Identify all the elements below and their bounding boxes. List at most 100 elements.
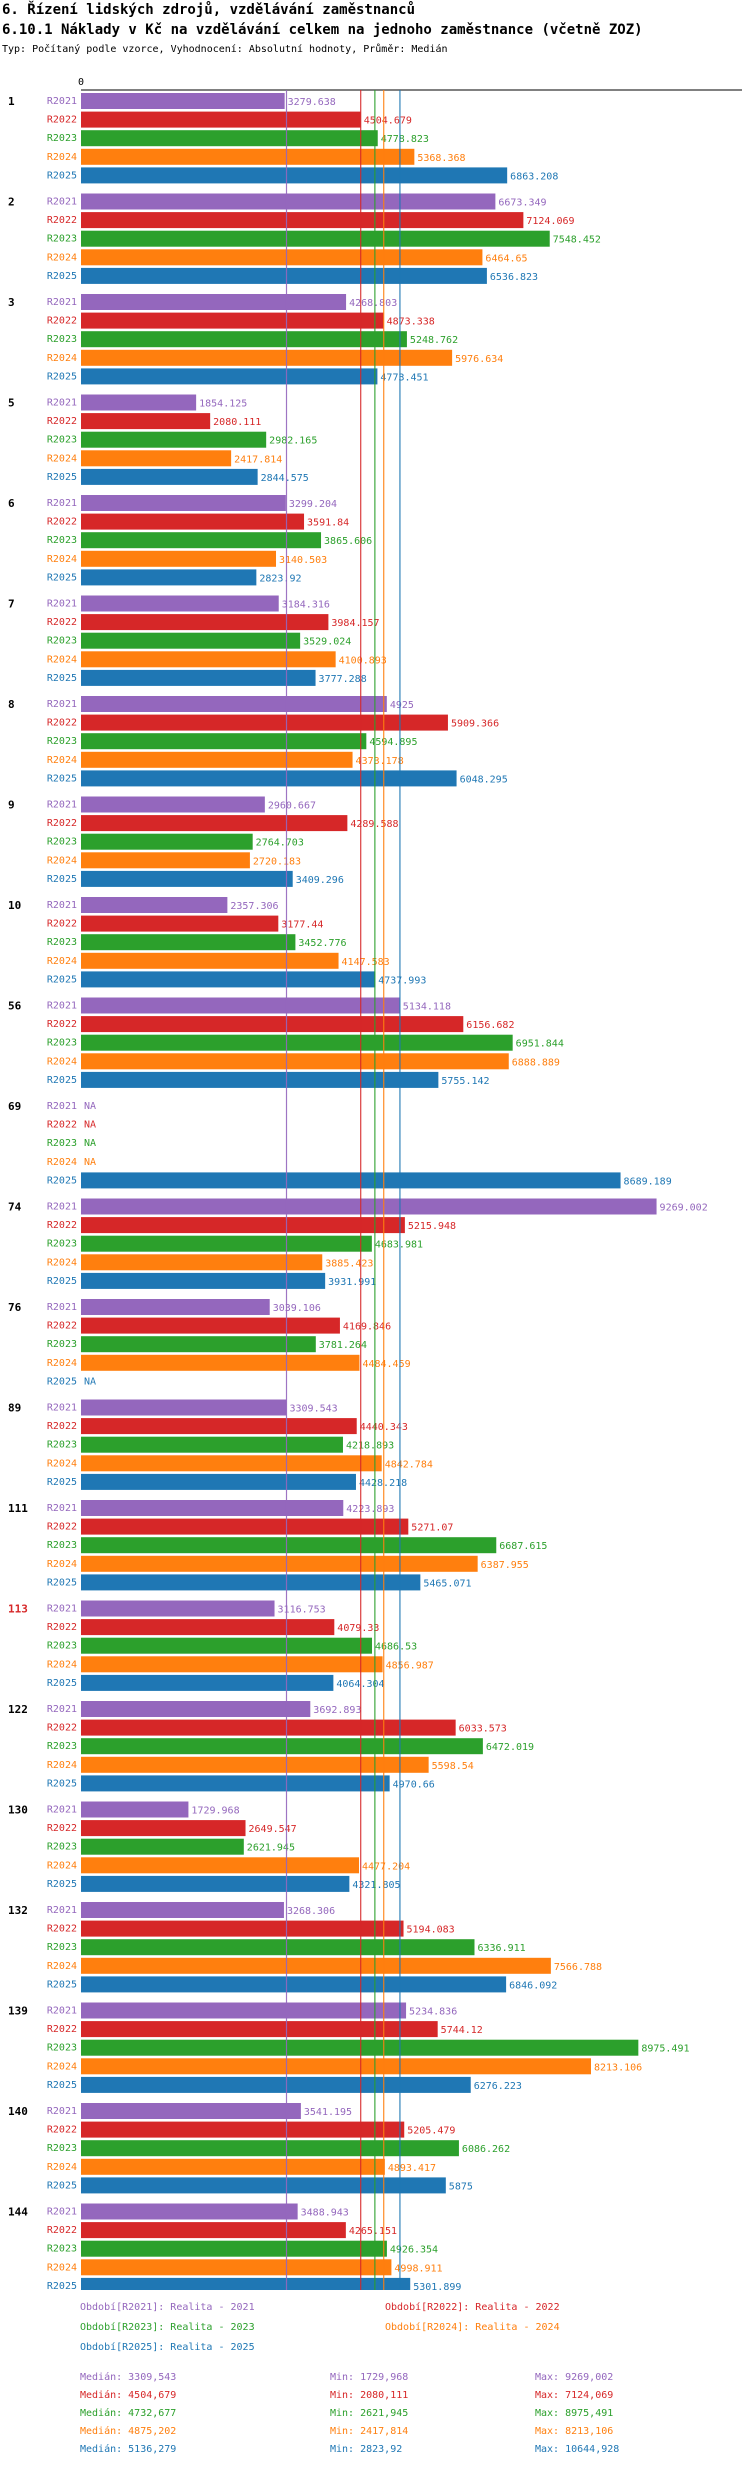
series-label: R2023 — [47, 435, 77, 446]
series-label: R2023 — [47, 133, 77, 144]
data-label: 3777.288 — [319, 674, 367, 685]
data-label: 4147.583 — [342, 957, 390, 968]
bar — [81, 614, 329, 631]
series-label: R2022 — [47, 1120, 77, 1131]
data-label: 5598.54 — [432, 1761, 474, 1772]
data-label: 4218.893 — [346, 1441, 394, 1452]
data-label: 6687.615 — [499, 1541, 547, 1552]
bar — [81, 1354, 360, 1371]
bar — [81, 1637, 373, 1654]
bar — [81, 550, 277, 567]
bar — [81, 2121, 405, 2138]
data-label: 5744.12 — [441, 2025, 483, 2036]
series-label: R2023 — [47, 2244, 77, 2255]
legend-max-r2023: Max: 8975,491 — [535, 2408, 614, 2419]
series-label: R2021 — [47, 1403, 77, 1414]
series-label: R2023 — [47, 837, 77, 848]
bar — [81, 632, 301, 649]
bar — [81, 1473, 356, 1490]
bar — [81, 450, 232, 467]
data-label: 4686.53 — [375, 1642, 417, 1653]
bar — [81, 1674, 334, 1691]
bar — [81, 167, 508, 184]
bar — [81, 2177, 446, 2194]
series-label: R2023 — [47, 535, 77, 546]
data-label: 3692.893 — [313, 1705, 361, 1716]
bar — [81, 796, 265, 813]
group-label: 74 — [8, 1201, 22, 1214]
series-label: R2023 — [47, 937, 77, 948]
data-label: 4079.33 — [337, 1623, 379, 1634]
bar — [81, 1756, 429, 1773]
data-label: 6863.208 — [510, 171, 558, 182]
bar — [81, 294, 347, 310]
group-label: 139 — [8, 2005, 28, 2018]
group-label: 89 — [8, 1402, 21, 1415]
series-label: R2021 — [47, 2207, 77, 2218]
bar — [81, 193, 496, 210]
series-label: R2024 — [47, 152, 77, 163]
data-label: 5301.899 — [413, 2282, 461, 2290]
series-label: R2022 — [47, 919, 77, 930]
series-label: R2024 — [47, 1257, 77, 1268]
data-label: 6086.262 — [462, 2144, 510, 2155]
series-label: R2021 — [47, 1704, 77, 1715]
series-label: R2023 — [47, 1540, 77, 1551]
series-label: R2023 — [47, 234, 77, 245]
series-label: R2025 — [47, 170, 77, 181]
bar — [81, 2039, 639, 2056]
group-label: 140 — [8, 2105, 28, 2118]
data-label: 4265.151 — [349, 2226, 397, 2237]
data-label: 3309.543 — [290, 1404, 338, 1415]
bar — [81, 148, 415, 165]
series-label: R2025 — [47, 1376, 77, 1387]
series-label: R2023 — [47, 736, 77, 747]
data-label: 6336.911 — [477, 1943, 525, 1954]
series-label: R2025 — [47, 1276, 77, 1287]
series-label: R2025 — [47, 472, 77, 483]
bar — [81, 733, 367, 750]
series-label: R2024 — [47, 1659, 77, 1670]
series-label: R2025 — [47, 2080, 77, 2091]
series-label: R2025 — [47, 1678, 77, 1689]
bar — [81, 468, 258, 485]
bar — [81, 2021, 438, 2038]
bar — [81, 1656, 383, 1673]
series-label: R2024 — [47, 554, 77, 565]
series-label: R2022 — [47, 316, 77, 327]
data-label: 5976.634 — [455, 354, 503, 365]
bar — [81, 1254, 323, 1271]
series-label: R2021 — [47, 699, 77, 710]
data-label: 5368.368 — [417, 153, 465, 164]
na-label: NA — [84, 1101, 96, 1112]
series-label: R2025 — [47, 974, 77, 985]
bar — [81, 1198, 657, 1215]
data-label: 4842.784 — [385, 1459, 433, 1470]
bar — [81, 2222, 346, 2239]
series-label: R2022 — [47, 2024, 77, 2035]
group-label: 2 — [8, 196, 15, 209]
series-label: R2022 — [47, 1321, 77, 1332]
series-label: R2022 — [47, 517, 77, 528]
series-label: R2023 — [47, 1641, 77, 1652]
bar — [81, 1299, 270, 1315]
bar — [81, 1217, 405, 1234]
series-label: R2021 — [47, 1604, 77, 1615]
bar — [81, 249, 483, 266]
group-label: 69 — [8, 1100, 21, 1113]
data-label: 4373.178 — [356, 756, 404, 767]
series-label: R2025 — [47, 1778, 77, 1789]
legend-period-r2022: Období[R2022]: Realita - 2022 — [385, 2302, 560, 2313]
group-label: 5 — [8, 397, 15, 410]
bar — [81, 934, 296, 951]
series-label: R2024 — [47, 855, 77, 866]
data-label: 6472.019 — [486, 1742, 534, 1753]
bar — [81, 1701, 311, 1717]
series-label: R2023 — [47, 334, 77, 345]
legend-median-r2022: Medián: 4504,679 — [80, 2390, 177, 2401]
bar — [81, 1172, 621, 1189]
data-label: 3865.606 — [324, 536, 372, 547]
data-label: 5755.142 — [441, 1076, 489, 1087]
bar — [81, 431, 267, 448]
legend-min-r2025: Min: 2823,92 — [330, 2444, 403, 2455]
